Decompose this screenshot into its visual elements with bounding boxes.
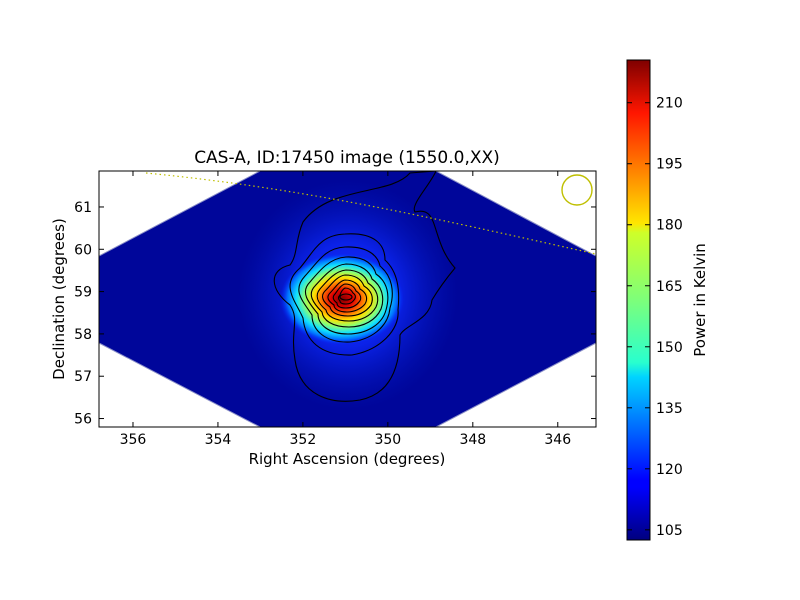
contour-outer bbox=[273, 171, 456, 402]
colorbar-tick-label: 105 bbox=[656, 523, 683, 539]
contour-level-8 bbox=[327, 279, 368, 313]
contour-level-5 bbox=[310, 263, 384, 328]
colorbar-tick-label: 210 bbox=[656, 96, 683, 112]
contour-level-4 bbox=[304, 256, 389, 335]
y-tick-label: 56 bbox=[74, 412, 92, 428]
y-tick-label: 60 bbox=[74, 242, 92, 258]
colorbar-ticks: 105 120 135 150 165 180 195 210 bbox=[627, 96, 683, 539]
x-tick-label: 356 bbox=[120, 432, 147, 448]
x-tick-label: 346 bbox=[544, 432, 571, 448]
colorbar-label: Power in Kelvin bbox=[691, 243, 709, 357]
x-axis-label: Right Ascension (degrees) bbox=[249, 450, 446, 468]
y-axis-ticks: 56 57 58 59 60 61 bbox=[74, 200, 596, 428]
x-tick-label: 354 bbox=[205, 432, 232, 448]
colorbar: 105 120 135 150 165 180 195 210 Power in Kelvin bbox=[626, 59, 709, 541]
beam-circle bbox=[561, 174, 593, 206]
contour-level-2 bbox=[289, 233, 400, 356]
y-tick-label: 59 bbox=[74, 285, 92, 301]
colorbar-tick-label: 135 bbox=[656, 401, 683, 417]
colorbar-gradient bbox=[626, 59, 651, 541]
contour-lines bbox=[273, 171, 456, 402]
y-tick-label: 61 bbox=[74, 200, 92, 216]
contour-level-9 bbox=[332, 283, 362, 309]
x-axis-ticks: 356 354 352 350 348 346 bbox=[120, 171, 571, 448]
colorbar-tick-label: 165 bbox=[656, 279, 683, 295]
axes-frame bbox=[98, 170, 597, 428]
sky-map bbox=[99, 171, 596, 427]
y-tick-label: 58 bbox=[74, 327, 92, 343]
contour-level-7 bbox=[321, 274, 373, 317]
colorbar-tick-label: 150 bbox=[656, 340, 683, 356]
colorbar-tick-label: 120 bbox=[656, 462, 683, 478]
colorbar-tick-label: 195 bbox=[656, 157, 683, 173]
plot-area: 356 354 352 350 348 346 56 57 58 59 60 61 bbox=[74, 170, 597, 448]
contour-level-6 bbox=[316, 269, 379, 322]
y-axis-label: Declination (degrees) bbox=[50, 218, 68, 380]
chart-title: CAS-A, ID:17450 image (1550.0,XX) bbox=[194, 148, 500, 168]
x-tick-label: 352 bbox=[290, 432, 317, 448]
colorbar-tick-label: 180 bbox=[656, 218, 683, 234]
x-tick-label: 348 bbox=[459, 432, 486, 448]
contour-peak bbox=[339, 293, 353, 301]
x-tick-label: 350 bbox=[374, 432, 401, 448]
contour-level-10 bbox=[337, 287, 356, 305]
contour-level-3 bbox=[298, 246, 393, 343]
y-tick-label: 57 bbox=[74, 369, 92, 385]
